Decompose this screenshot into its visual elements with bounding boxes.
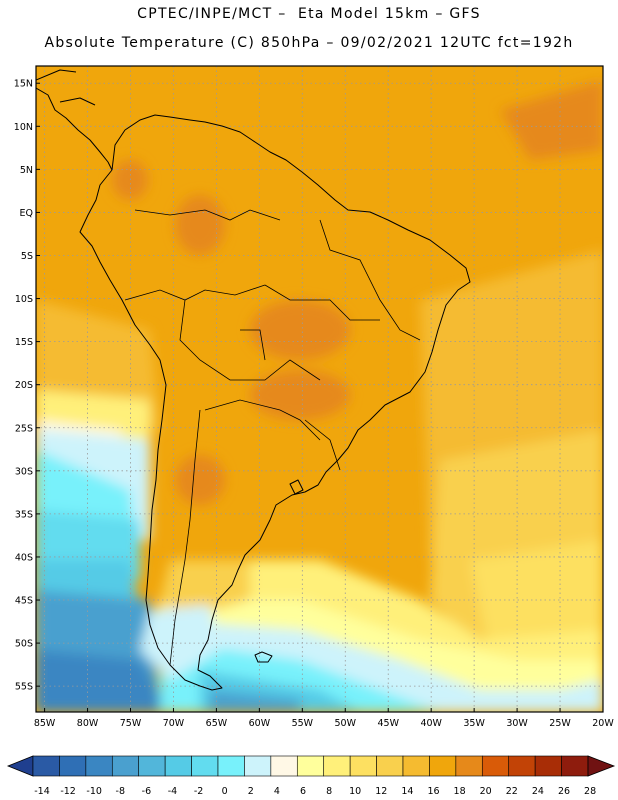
lat-label: 20S [15, 380, 33, 391]
lon-label: 75W [120, 718, 142, 729]
colorbar-swatch [508, 755, 536, 777]
lat-label: 10S [15, 294, 33, 305]
colorbar-tick-label: 22 [506, 786, 518, 797]
lon-label: 70W [163, 718, 185, 729]
colorbar-arrow-right [587, 755, 616, 777]
lon-label: 85W [34, 718, 56, 729]
colorbar-swatch [191, 755, 219, 777]
colorbar-swatch [429, 755, 457, 777]
colorbar-tick-label: 26 [558, 786, 570, 797]
colorbar-tick-label: -10 [86, 786, 102, 797]
colorbar-swatch [534, 755, 562, 777]
colorbar-tick-label: 18 [454, 786, 466, 797]
lat-label: 35S [15, 509, 33, 520]
colorbar-tick-label: 24 [532, 786, 544, 797]
lat-label: 5S [21, 251, 33, 262]
lon-label: 45W [377, 718, 399, 729]
lon-label: 55W [292, 718, 314, 729]
colorbar-swatch [217, 755, 245, 777]
lat-label: 55S [15, 682, 33, 693]
lon-label: 60W [249, 718, 271, 729]
colorbar-tick-labels: -14 -12 -10 -8 -6 -4 -2 0 2 4 6 8 10 12 14 16 18 20 22 24 26… [34, 786, 596, 797]
lon-label: 20W [592, 718, 614, 729]
colorbar-tick-label: -8 [116, 786, 125, 797]
colorbar-swatch [164, 755, 192, 777]
lat-label: 30S [15, 466, 33, 477]
colorbar-tick-label: -14 [34, 786, 50, 797]
colorbar-tick-label: 2 [248, 786, 254, 797]
lon-label: 40W [420, 718, 442, 729]
lat-label: 15N [14, 79, 33, 90]
map-frame [35, 65, 604, 713]
lat-label: 40S [15, 552, 33, 563]
colorbar-swatch [402, 755, 430, 777]
colorbar-tick-label: 20 [480, 786, 492, 797]
lat-label: 15S [15, 337, 33, 348]
colorbar-tick-label: 12 [375, 786, 387, 797]
colorbar [6, 755, 616, 777]
colorbar-swatch [481, 755, 510, 777]
colorbar-tick-label: 6 [300, 786, 306, 797]
colorbar-tick-label: -6 [142, 786, 151, 797]
colorbar-arrow-left [6, 755, 34, 777]
lon-label: 80W [77, 718, 99, 729]
colorbar-swatch [349, 755, 377, 777]
colorbar-tick-label: 0 [222, 786, 228, 797]
temperature-field [36, 66, 603, 712]
colorbar-tick-label: 4 [274, 786, 280, 797]
colorbar-tick-label: 28 [584, 786, 596, 797]
colorbar-tick-label: 14 [401, 786, 413, 797]
lat-label: EQ [20, 208, 33, 219]
longitude-labels: 85W 80W 75W 70W 65W 60W 55W 50W 45W 40W 35W 30W 25W 2… [34, 708, 614, 729]
colorbar-swatch [296, 755, 325, 777]
colorbar-swatch [85, 755, 113, 777]
colorbar-swatch [376, 755, 404, 777]
colorbar-tick-label: -4 [168, 786, 177, 797]
lon-label: 35W [463, 718, 485, 729]
colorbar-tick-label: -2 [194, 786, 203, 797]
lon-label: 50W [335, 718, 357, 729]
colorbar-swatch [561, 755, 589, 777]
colorbar-tick-label: 10 [349, 786, 361, 797]
colorbar-tick-label: 8 [326, 786, 332, 797]
latitude-labels: 15N 10N 5N EQ 5S 10S 15S 20S 25S 30S 35S 40S 45S 50S 5… [14, 79, 40, 693]
colorbar-swatch [32, 755, 60, 777]
colorbar-swatch [244, 755, 272, 777]
lat-label: 50S [15, 639, 33, 650]
lon-label: 30W [506, 718, 528, 729]
lon-label: 65W [206, 718, 228, 729]
colorbar-swatch [59, 755, 87, 777]
lat-label: 25S [15, 423, 33, 434]
colorbar-swatch [138, 755, 166, 777]
lon-label: 25W [549, 718, 571, 729]
colorbar-swatch [323, 755, 351, 777]
colorbar-swatch [111, 755, 140, 777]
coastlines [36, 69, 471, 691]
lat-label: 45S [15, 596, 33, 607]
colorbar-tick-label: -12 [60, 786, 76, 797]
map-title-line-1: CPTEC/INPE/MCT – Eta Model 15km – GFS [137, 6, 481, 22]
lat-label: 5N [20, 165, 33, 176]
colorbar-swatch [270, 755, 298, 777]
country-borders [124, 209, 421, 666]
colorbar-swatch [455, 755, 483, 777]
colorbar-tick-label: 16 [427, 786, 439, 797]
lat-label: 10N [14, 122, 33, 133]
map-title-line-2: Absolute Temperature (C) 850hPa – 09/02/… [44, 35, 574, 51]
